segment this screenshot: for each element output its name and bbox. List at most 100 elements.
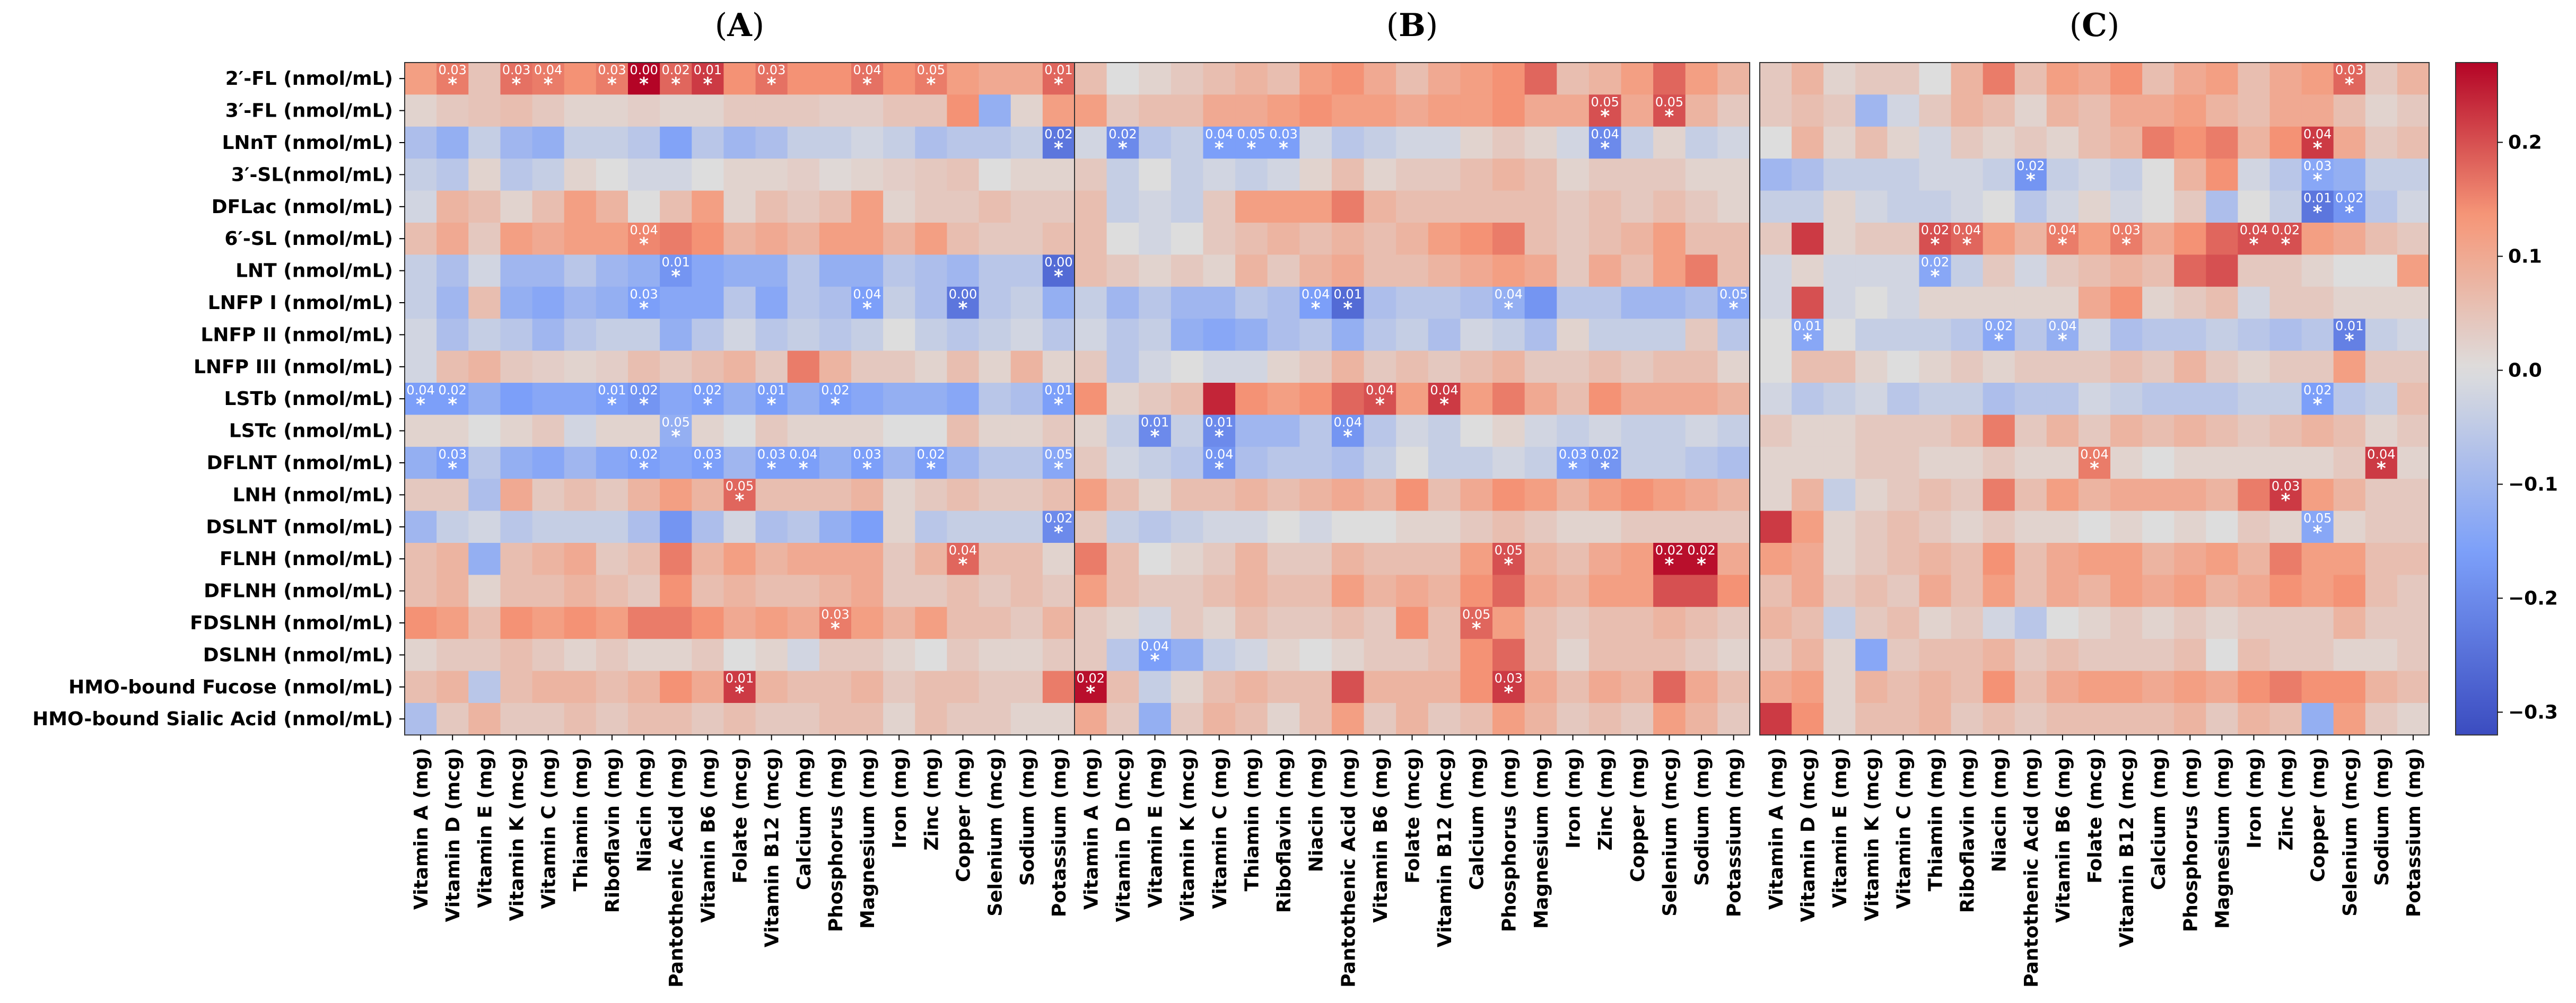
heatmap-cell	[1299, 254, 1332, 287]
heatmap-cell	[692, 350, 724, 383]
heatmap-cell	[1267, 703, 1300, 735]
heatmap-cell	[1299, 446, 1332, 479]
column-label: Magnesium (mg)	[857, 747, 879, 929]
row-label: 2′-FL (nmol/mL)	[225, 68, 393, 90]
heatmap-cell	[1983, 575, 2015, 608]
heatmap-cell	[1010, 159, 1043, 191]
row-label: DSLNH (nmol/mL)	[203, 644, 393, 666]
heatmap-cell	[1106, 350, 1139, 383]
heatmap-cell	[723, 126, 756, 159]
heatmap-cell	[1717, 703, 1750, 735]
heatmap-cell	[1396, 671, 1429, 703]
heatmap-cell	[979, 223, 1011, 255]
panel-title: (B)	[1386, 7, 1438, 44]
heatmap-cell	[1919, 383, 1952, 415]
significance-asterisk: *	[2281, 234, 2291, 255]
p-value-label: 0.04	[853, 63, 881, 77]
heatmap-cell	[1428, 606, 1461, 639]
heatmap-cell	[2397, 446, 2430, 479]
heatmap-cell	[1588, 223, 1622, 255]
p-value-label: 0.04	[1430, 383, 1458, 398]
heatmap-cell	[564, 350, 597, 383]
panel-title-letter: A	[727, 7, 753, 44]
heatmap-cell	[1396, 511, 1429, 543]
heatmap-cell	[660, 446, 692, 479]
heatmap-cell	[1331, 511, 1365, 543]
heatmap-cell	[405, 606, 437, 639]
column-label: Pantothenic Acid (mg)	[2021, 747, 2042, 987]
heatmap-cell	[2046, 606, 2079, 639]
heatmap-cell	[1428, 350, 1461, 383]
heatmap-cell	[2046, 223, 2079, 255]
heatmap-cell	[2046, 190, 2079, 223]
heatmap-cell	[1887, 286, 1920, 319]
heatmap-cell	[1951, 350, 1984, 383]
heatmap-cell	[405, 383, 437, 415]
heatmap-cell	[1139, 415, 1172, 447]
heatmap-cell	[1428, 671, 1461, 703]
heatmap-cell	[723, 639, 756, 672]
heatmap-cell	[1951, 606, 1984, 639]
heatmap-cell	[2365, 319, 2398, 351]
heatmap-cell	[1855, 415, 1888, 447]
heatmap-cell	[628, 126, 660, 159]
heatmap-cell	[1760, 575, 1792, 608]
significance-asterisk: *	[1803, 330, 1812, 351]
p-value-label: 0.04	[789, 447, 817, 462]
row-label: LNFP III (nmol/mL)	[194, 356, 393, 378]
heatmap-cell	[915, 350, 948, 383]
heatmap-cell	[2110, 446, 2143, 479]
heatmap-cell	[2174, 415, 2206, 447]
heatmap-cell	[1075, 511, 1107, 543]
heatmap-cell	[628, 479, 660, 512]
heatmap-cell	[1621, 190, 1654, 223]
heatmap-cell	[2142, 511, 2175, 543]
heatmap-cell	[819, 319, 852, 351]
heatmap-cell	[660, 319, 692, 351]
heatmap-cell	[1075, 63, 1107, 95]
heatmap-cell	[1855, 254, 1888, 287]
heatmap-cell	[468, 254, 501, 287]
heatmap-cell	[1524, 350, 1557, 383]
panel-title-letter: B	[1399, 7, 1426, 44]
p-value-label: 0.05	[1462, 607, 1490, 622]
heatmap-cell	[692, 575, 724, 608]
column-label: Vitamin D (mcg)	[1797, 747, 1819, 922]
heatmap-cell	[2110, 415, 2143, 447]
heatmap-cell	[1139, 350, 1172, 383]
p-value-label: 0.03	[1269, 127, 1297, 142]
heatmap-cell	[1171, 575, 1204, 608]
heatmap-cell	[2110, 319, 2143, 351]
heatmap-cell	[1653, 415, 1686, 447]
heatmap-cell	[660, 671, 692, 703]
heatmap-cell	[1760, 671, 1792, 703]
heatmap-cell	[2238, 190, 2271, 223]
heatmap-cell	[1717, 223, 1750, 255]
heatmap-cell	[2206, 479, 2239, 512]
heatmap-cell	[2365, 350, 2398, 383]
heatmap-cell	[2110, 254, 2143, 287]
heatmap-cell	[1760, 159, 1792, 191]
heatmap-cell	[405, 254, 437, 287]
heatmap-cell	[883, 383, 915, 415]
heatmap-cell	[1524, 479, 1557, 512]
heatmap-cell	[1653, 511, 1686, 543]
heatmap-cell	[532, 639, 565, 672]
heatmap-cell	[596, 479, 628, 512]
heatmap-cell	[468, 446, 501, 479]
heatmap-cell	[2014, 383, 2047, 415]
heatmap-cell	[1267, 254, 1300, 287]
heatmap-cell	[1621, 63, 1654, 95]
heatmap-cell	[1524, 511, 1557, 543]
column-label: Pantothenic Acid (mg)	[666, 747, 687, 987]
heatmap-cell	[819, 446, 852, 479]
heatmap-cell	[596, 159, 628, 191]
heatmap-cell	[1983, 159, 2015, 191]
heatmap-cell	[1855, 511, 1888, 543]
heatmap-cell	[723, 94, 756, 127]
heatmap-cell	[2142, 254, 2175, 287]
heatmap-cell	[596, 254, 628, 287]
heatmap-cell	[596, 286, 628, 319]
heatmap-cell	[1919, 190, 1952, 223]
heatmap-cell	[1951, 94, 1984, 127]
